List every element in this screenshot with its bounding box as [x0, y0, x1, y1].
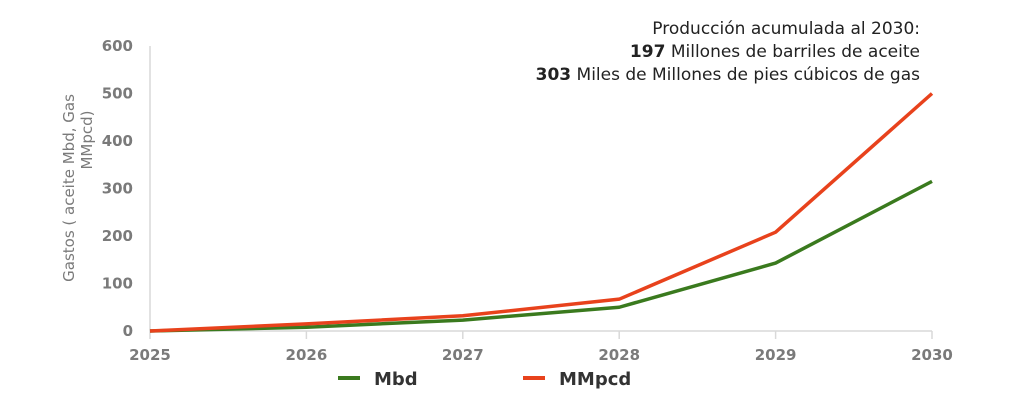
axes	[149, 46, 933, 339]
y-axis-label: Gastos ( aceite Mbd, Gas MMpcd)	[60, 94, 96, 282]
legend-label-mmpcd: MMpcd	[559, 369, 631, 390]
x-tick-label: 2026	[286, 346, 328, 364]
legend-label-mbd: Mbd	[374, 369, 418, 390]
x-tick-label: 2025	[129, 346, 171, 364]
annotation-gas-value: 303	[535, 65, 572, 85]
annotation-title: Producción acumulada al 2030:	[652, 19, 920, 39]
annotation-oil: 197 Millones de barriles de aceite	[536, 41, 920, 64]
x-tick-label: 2029	[755, 346, 797, 364]
y-axis-label-line2: MMpcd)	[78, 110, 96, 169]
annotation-oil-value: 197	[629, 42, 666, 62]
cumulative-production-annotation: Producción acumulada al 2030: 197 Millon…	[536, 18, 920, 87]
y-tick-label: 400	[102, 132, 133, 150]
y-tick-label: 200	[102, 227, 133, 245]
y-axis-label-line1: Gastos ( aceite Mbd, Gas	[60, 94, 78, 282]
y-tick-labels: 0 100 200 300 400 500 600	[102, 37, 133, 340]
y-tick-label: 300	[102, 180, 133, 198]
x-tick-label: 2027	[442, 346, 484, 364]
legend: Mbd MMpcd	[338, 369, 631, 390]
series-line-mbd	[149, 179, 933, 333]
annotation-gas: 303 Miles de Millones de pies cúbicos de…	[536, 64, 920, 87]
y-tick-label: 500	[102, 85, 133, 103]
y-tick-label: 600	[102, 37, 133, 55]
series-line-mmpcd	[149, 92, 934, 333]
x-tick-label: 2028	[598, 346, 640, 364]
annotation-gas-text: Miles de Millones de pies cúbicos de gas	[571, 65, 920, 85]
series-lines	[149, 92, 934, 333]
y-tick-label: 100	[102, 275, 133, 293]
annotation-oil-text: Millones de barriles de aceite	[665, 42, 920, 62]
x-tick-labels: 2025 2026 2027 2028 2029 2030	[129, 346, 953, 364]
x-tick-label: 2030	[911, 346, 953, 364]
y-tick-label: 0	[123, 322, 133, 340]
